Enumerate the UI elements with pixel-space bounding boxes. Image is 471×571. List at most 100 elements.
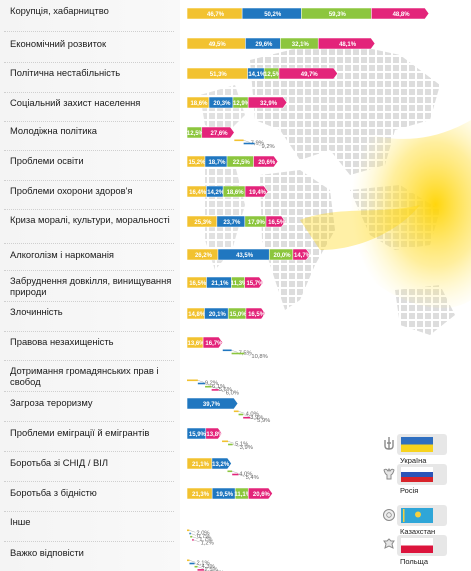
bar-segment-poland	[244, 276, 264, 289]
label-leader-line	[238, 474, 245, 477]
label-leader-line	[231, 350, 238, 353]
legend-item-ukraine: Україна	[380, 434, 470, 465]
bar-segment-poland	[265, 215, 286, 228]
bar-value-label: 50,2%	[264, 12, 282, 18]
label-leader-line	[211, 386, 218, 389]
bar-value-label-outside: 2,1%	[196, 561, 209, 567]
double-eagle-emblem-icon	[383, 467, 395, 480]
bar-segment-russia	[186, 397, 239, 410]
bar-value-label: 23,7%	[223, 220, 241, 226]
category-label: Правова незахищеність	[10, 336, 114, 347]
bar-tail-poland	[243, 416, 251, 419]
bar-tail-poland	[197, 569, 204, 571]
trident-emblem-icon	[384, 437, 394, 450]
bar-value-label: 48,1%	[339, 42, 357, 48]
bar-tail-kazakhstan	[205, 385, 212, 388]
category-label: Боротьба з бідністю	[10, 487, 97, 498]
legend-label: Росія	[400, 486, 419, 495]
label-leader-line	[228, 441, 235, 444]
bar-value-label: 19,4%	[249, 190, 267, 196]
category-label: Важко відповісти	[10, 547, 84, 558]
label-leader-line	[194, 563, 201, 566]
russia-flag-icon	[401, 467, 433, 482]
bar-value-label: 13,8%	[206, 432, 224, 438]
bar-value-label-outside: 9,2%	[261, 144, 274, 150]
category-label: Проблеми охорони здоров'я	[10, 185, 133, 196]
bar-value-label: 13,2%	[212, 462, 230, 468]
label-leader-line	[243, 414, 250, 417]
bar-value-label: 15,7%	[246, 281, 264, 287]
bar-tail-kazakhstan	[228, 443, 233, 446]
bar-value-label: 49,5%	[209, 42, 227, 48]
bar-value-label: 15,9%	[189, 432, 207, 438]
label-leader-line	[254, 143, 261, 146]
label-leader-line	[189, 530, 196, 533]
bar-value-label: 25,3%	[194, 220, 212, 226]
bar-value-label-outside: 4,3%	[202, 564, 215, 570]
bar-value-label-outside: 0,7%	[197, 534, 210, 540]
bar-value-label: 43,5%	[236, 253, 254, 259]
legend-label: Польща	[400, 557, 429, 566]
bar-value-label: 21,1%	[211, 281, 229, 287]
label-leader-line	[232, 444, 239, 447]
bar-value-label: 59,3%	[329, 12, 347, 18]
bar-value-label: 51,3%	[210, 72, 228, 78]
bar-value-label: 21,1%	[192, 462, 210, 468]
bar-value-label-outside: 5,9%	[257, 418, 270, 424]
category-label: Криза моралі, культури, моральності	[10, 214, 170, 225]
bar-value-label: 20,1%	[209, 312, 227, 318]
bar-tail-ukraine	[222, 440, 229, 443]
bar-value-label: 14,1%	[248, 72, 266, 78]
label-leader-line	[190, 533, 197, 536]
bar-segment-poland	[244, 185, 269, 198]
bar-value-label: 32,9%	[260, 101, 278, 107]
bar-tail-russia	[222, 349, 232, 352]
label-leader-line	[232, 471, 239, 474]
bar-segment-poland	[292, 248, 311, 261]
bar-value-label: 29,6%	[255, 42, 273, 48]
legend-label: Україна	[400, 456, 427, 465]
bar-value-label: 16,4%	[189, 190, 207, 196]
category-label: Економічний розвиток	[10, 38, 107, 49]
bar-value-label: 21,3%	[192, 492, 210, 498]
category-label: Забруднення довкілля, винищування природ…	[10, 275, 172, 297]
bar-value-label: 18,7%	[208, 160, 226, 166]
bar-value-label: 22,5%	[233, 160, 251, 166]
category-label: Загроза тероризму	[10, 397, 93, 408]
bar-tail-russia	[243, 142, 255, 145]
bar-tail-poland	[192, 539, 194, 541]
bar-tail-russia	[197, 382, 206, 385]
legend-flag-tab	[397, 464, 447, 485]
bar-value-label: 15,0%	[230, 312, 248, 318]
bar-value-label: 18,6%	[190, 101, 208, 107]
bar-tail-kazakhstan	[227, 470, 233, 473]
label-leader-line	[197, 380, 204, 383]
bar-value-label-outside: 1,2%	[201, 540, 214, 546]
bar-value-label: 20,3%	[213, 101, 231, 107]
bar-value-label: 11,1%	[234, 492, 251, 498]
label-leader-line	[218, 389, 225, 393]
bar-value-label-outside: 4,0%	[239, 472, 252, 478]
bar-value-label: 12,5%	[264, 72, 282, 78]
bar-tail-russia	[189, 532, 191, 535]
bar-segment-russia	[211, 457, 232, 470]
bar-value-label: 49,7%	[301, 72, 319, 78]
bar-value-label: 16,7%	[205, 341, 223, 347]
bar-value-label-outside: 3,9%	[250, 415, 263, 421]
bar-segment-poland	[253, 155, 279, 168]
bar-tail-ukraine	[234, 139, 244, 142]
legend-label: Казахстан	[400, 527, 436, 536]
bar-value-label: 16,5%	[268, 220, 286, 226]
category-label: Боротьба зі СНІД / ВІЛ	[10, 457, 109, 468]
bar-value-label: 17,9%	[248, 220, 266, 226]
bar-tail-kazakhstan	[194, 565, 198, 568]
bar-value-label: 14,7%	[294, 253, 312, 259]
poland-flag-icon	[401, 538, 433, 553]
category-label: Політична нестабільність	[10, 67, 121, 78]
bar-value-label: 20,6%	[258, 160, 276, 166]
kazakhstan-flag-icon	[401, 508, 433, 523]
bar-segment-poland	[205, 427, 223, 440]
ukraine-flag-icon	[401, 437, 433, 452]
bar-value-label-outside: 1,7%	[199, 537, 212, 543]
